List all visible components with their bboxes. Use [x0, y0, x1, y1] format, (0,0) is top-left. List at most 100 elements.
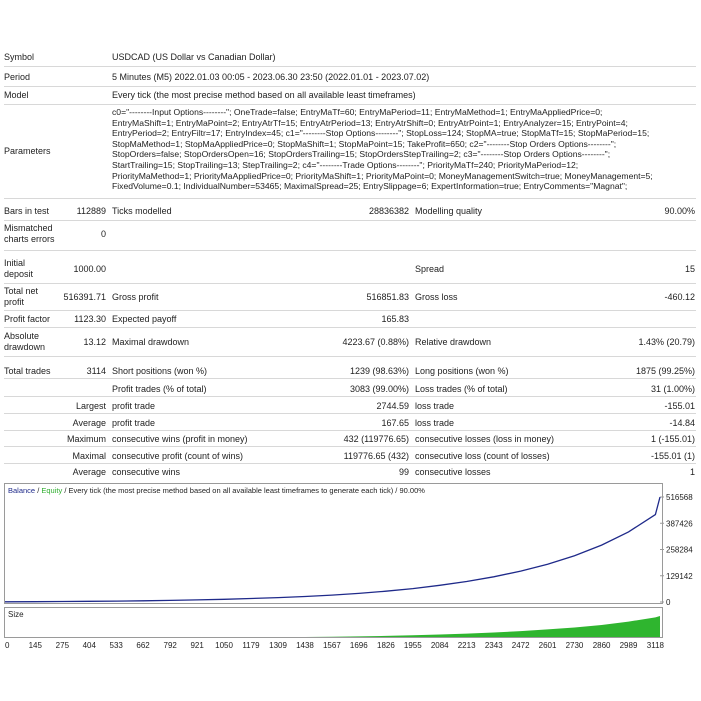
maximum-label: Maximum [66, 434, 106, 444]
parameters-line: StopMaMethod=1; StopMaAppliedPrice=0; St… [112, 138, 617, 149]
x-tick-label: 145 [29, 641, 43, 650]
loss-trades-label: Loss trades (% of total) [415, 384, 508, 394]
bars-value: 112889 [76, 206, 106, 216]
largest-label: Largest [75, 401, 106, 411]
avg-loss-value: -14.84 [669, 418, 695, 428]
spread-value: 15 [684, 264, 695, 274]
balance-line [4, 496, 661, 603]
long-label: Long positions (won %) [415, 366, 509, 376]
largest-profit-value: 2744.59 [376, 401, 409, 411]
max-wins-value: 432 (119776.65) [343, 434, 409, 444]
maxdd-label: Maximal drawdown [112, 337, 190, 347]
payoff-label: Expected payoff [112, 314, 177, 324]
x-tick-label: 404 [83, 641, 97, 650]
parameters-line: EntryPeriod=2; EntryFiltr=17; EntryIndex… [112, 128, 650, 139]
maxl-loss-value: -155.01 (1) [650, 451, 695, 461]
x-tick-label: 1438 [296, 641, 314, 650]
pf-value: 1123.30 [74, 314, 106, 324]
x-tick-label: 3118 [647, 641, 665, 650]
parameters-list: c0="--------Input Options--------"; OneT… [112, 107, 653, 192]
parameters-line: StopOrders=false; StopOrdersOpen=16; Sto… [112, 149, 611, 160]
x-tick-label: 1826 [377, 641, 395, 650]
period-label: Period [4, 72, 31, 82]
parameters-label: Parameters [4, 146, 51, 156]
x-tick-label: 533 [110, 641, 124, 650]
x-tick-label: 0 [5, 641, 10, 650]
avg-loss-label: loss trade [415, 418, 455, 428]
maximal-label: Maximal [72, 451, 106, 461]
maxl-profit-value: 119776.65 (432) [343, 451, 409, 461]
model-label: Model [4, 90, 29, 100]
payoff-value: 165.83 [381, 314, 409, 324]
avg-wins-label: consecutive wins [112, 467, 181, 477]
ticks-label: Ticks modelled [112, 206, 172, 216]
parameters-line: FixedVolume=0.1; IndividualNumber=53465;… [112, 181, 628, 192]
mismatch-label: Mismatched charts errors [4, 223, 55, 244]
deposit-label: Initial deposit [4, 258, 34, 279]
x-tick-label: 1050 [215, 641, 233, 650]
avg-wins-value: 99 [398, 467, 409, 477]
x-tick-label: 662 [136, 641, 150, 650]
trades-label: Total trades [4, 366, 51, 376]
trades-value: 3114 [86, 366, 106, 376]
avg-losses-value: 1 [689, 467, 695, 477]
size-label: Size [8, 610, 24, 619]
parameters-line: c0="--------Input Options--------"; OneT… [112, 107, 603, 117]
max-losses-label: consecutive losses (loss in money) [415, 434, 555, 444]
y-tick-labels: 516568 387426 258284 129142 0 [666, 493, 693, 607]
deposit-value: 1000.00 [73, 264, 106, 274]
x-tick-label: 2601 [539, 641, 557, 650]
x-tick-label: 2989 [620, 641, 638, 650]
chart-legend: Balance / Equity / Every tick (the most … [8, 486, 425, 495]
y-tick-label: 129142 [666, 572, 693, 581]
grossprofit-value: 516851.83 [366, 292, 409, 302]
y-tick-label: 387426 [666, 519, 693, 528]
largest-loss-label: loss trade [415, 401, 455, 411]
parameters-line: PriorityMaMethod=1; PriorityMaAppliedPri… [112, 170, 653, 181]
symbol-value: USDCAD (US Dollar vs Canadian Dollar) [112, 52, 276, 62]
max-wins-label: consecutive wins (profit in money) [112, 434, 248, 444]
absdd-label: Absolute drawdown [4, 331, 46, 352]
largest-loss-value: -155.01 [664, 401, 695, 411]
x-tick-label: 275 [56, 641, 70, 650]
mismatch-value: 0 [100, 229, 106, 239]
balance-chart: Balance / Equity / Every tick (the most … [4, 483, 693, 650]
grossprofit-label: Gross profit [112, 292, 159, 302]
x-tick-label: 2860 [593, 641, 611, 650]
pf-label: Profit factor [4, 314, 51, 324]
long-value: 1875 (99.25%) [635, 366, 695, 376]
short-label: Short positions (won %) [112, 366, 208, 376]
parameters-line: EntryMaShift=1; EntryMaPoint=2; EntryAtr… [112, 117, 628, 128]
x-tick-label: 2343 [485, 641, 503, 650]
x-tick-label: 1567 [323, 641, 341, 650]
period-value: 5 Minutes (M5) 2022.01.03 00:05 - 2023.0… [112, 72, 430, 82]
grossloss-value: -460.12 [664, 292, 695, 302]
legend-equity: Equity [41, 486, 62, 495]
grossloss-label: Gross loss [415, 292, 458, 302]
ticks-value: 28836382 [368, 206, 409, 216]
y-gridlines [660, 496, 664, 603]
maxdd-value: 4223.67 (0.88%) [342, 337, 409, 347]
avg-profit-label: profit trade [112, 418, 156, 428]
y-tick-label: 0 [666, 598, 671, 607]
avg-losses-label: consecutive losses [415, 467, 491, 477]
x-tick-label: 1696 [350, 641, 368, 650]
x-tick-label: 2213 [458, 641, 476, 650]
spread-label: Spread [415, 264, 445, 274]
reldd-value: 1.43% (20.79) [638, 337, 695, 347]
x-tick-label: 792 [164, 641, 178, 650]
maxl-loss-label: consecutive loss (count of losses) [415, 451, 550, 461]
profit-trades-label: Profit trades (% of total) [112, 384, 207, 394]
main-plot-frame [4, 483, 663, 604]
symbol-label: Symbol [4, 52, 35, 62]
bars-label: Bars in test [4, 206, 50, 216]
netprofit-label: Total net profit [4, 286, 39, 307]
short-value: 1239 (98.63%) [349, 366, 409, 376]
y-tick-label: 258284 [666, 546, 693, 555]
largest-profit-label: profit trade [112, 401, 156, 411]
x-tick-label: 2472 [512, 641, 530, 650]
netprofit-value: 516391.71 [63, 292, 106, 302]
x-tick-label: 921 [190, 641, 204, 650]
profit-trades-value: 3083 (99.00%) [349, 384, 409, 394]
x-tick-labels: 0 145 275 404 533 662 792 921 1050 1179 1309 1438 15… [5, 641, 665, 650]
